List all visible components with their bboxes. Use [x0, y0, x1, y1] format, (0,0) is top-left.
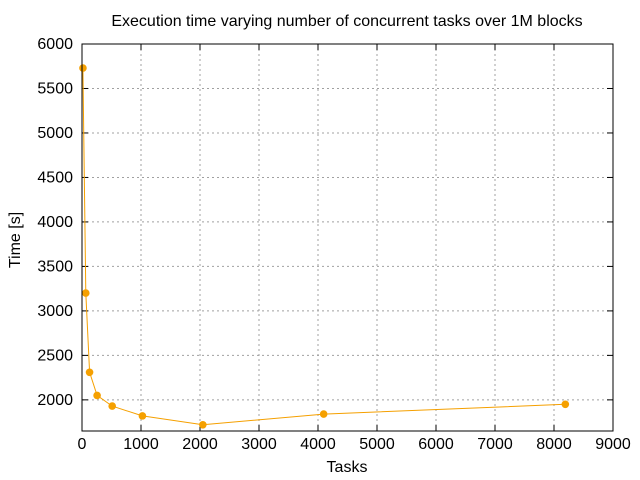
- x-tick-label: 1000: [123, 436, 159, 453]
- y-tick-label: 4000: [37, 214, 73, 231]
- x-tick-label: 2000: [182, 436, 218, 453]
- y-tick-label: 3000: [37, 303, 73, 320]
- x-tick-label: 4000: [300, 436, 336, 453]
- x-axis-label: Tasks: [327, 459, 368, 476]
- x-tick-label: 6000: [418, 436, 454, 453]
- x-tick-label: 3000: [241, 436, 277, 453]
- y-tick-label: 3500: [37, 258, 73, 275]
- data-point: [85, 368, 94, 377]
- data-point: [79, 64, 87, 72]
- y-tick-label: 5500: [37, 80, 73, 97]
- y-axis-label: Time [s]: [7, 212, 24, 268]
- x-tick-label: 8000: [536, 436, 572, 453]
- axis-ticks: 0 1000 2000 3000 4000 5000 6000 7000 8000 9000 200…: [37, 36, 630, 453]
- grid: [82, 44, 613, 431]
- data-point: [108, 402, 117, 410]
- x-tick-label: 0: [78, 436, 87, 453]
- y-tick-label: 2000: [37, 392, 73, 409]
- x-tick-label: 9000: [595, 436, 631, 453]
- data-point: [561, 400, 570, 409]
- plot-frame: [81, 43, 614, 432]
- data-point: [81, 289, 90, 297]
- series-layer: [79, 64, 570, 429]
- data-point: [319, 410, 328, 418]
- data-point: [138, 412, 147, 420]
- data-point: [199, 420, 207, 429]
- chart-title: Execution time varying number of concurr…: [111, 13, 582, 30]
- y-tick-label: 2500: [37, 347, 73, 364]
- y-tick-label: 5000: [37, 125, 73, 142]
- y-tick-label: 6000: [37, 36, 73, 53]
- data-point: [93, 391, 101, 400]
- x-tick-label: 7000: [477, 436, 513, 453]
- y-tick-label: 4500: [37, 169, 73, 186]
- x-tick-label: 5000: [359, 436, 395, 453]
